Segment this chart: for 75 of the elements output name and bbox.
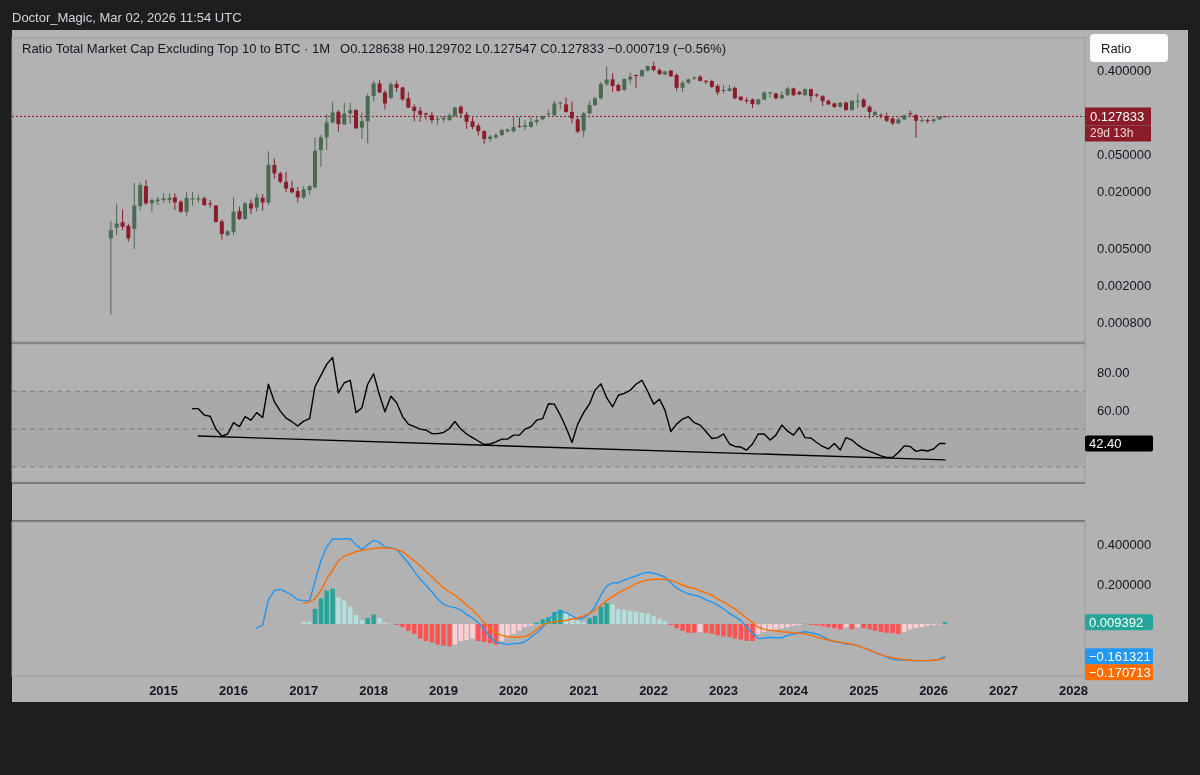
- candlestick: [330, 101, 335, 124]
- bar: [855, 624, 860, 628]
- candlestick: [348, 102, 353, 125]
- candlestick: [528, 116, 533, 129]
- y-tick-label: 80.00: [1097, 364, 1130, 380]
- chart-subtitle: O0.128638 H0.129702 L0.127547 C0.127833 −0.000719 (−0.56%): [340, 40, 727, 56]
- y-tick-label: 0.050000: [1097, 147, 1152, 163]
- bar: [417, 624, 423, 639]
- x-tick-label: 2017: [289, 682, 319, 698]
- candlestick: [768, 91, 773, 98]
- candlestick: [382, 89, 387, 110]
- candlestick: [219, 218, 224, 241]
- y-tick-label: 0.200000: [1097, 576, 1152, 592]
- candlestick: [371, 80, 376, 103]
- candlestick: [172, 192, 177, 211]
- bar: [359, 620, 365, 624]
- candlestick: [808, 87, 813, 103]
- x-tick-label: 2019: [429, 682, 459, 698]
- candlestick: [703, 79, 708, 85]
- x-tick-label: 2021: [569, 682, 599, 698]
- x-tick-label: 2016: [219, 682, 248, 698]
- candlestick: [114, 202, 119, 236]
- candlestick: [359, 111, 364, 140]
- y-tick-label: 0.400000: [1097, 62, 1152, 78]
- y-tick-label: 0.000800: [1097, 315, 1152, 331]
- text: −0.170713: [1089, 664, 1151, 680]
- x-tick-label: 2018: [359, 682, 389, 698]
- text: 0.009392: [1089, 614, 1144, 630]
- x-tick-label: 2020: [499, 682, 528, 698]
- text: Ratio: [1101, 40, 1132, 56]
- candlestick: [564, 96, 569, 114]
- candlestick: [243, 201, 248, 221]
- x-tick-label: 2027: [989, 682, 1019, 698]
- text: 42.40: [1089, 435, 1122, 451]
- candlestick: [604, 65, 609, 87]
- text: Doctor_Magic, Mar 02, 2026 11:54 UTC: [12, 9, 242, 25]
- candlestick: [523, 119, 528, 131]
- text: 29d 13h: [1090, 126, 1134, 141]
- line-series: [191, 356, 946, 459]
- candlestick: [108, 220, 113, 316]
- x-tick-label: 2023: [709, 682, 739, 698]
- candlestick: [878, 112, 883, 119]
- text: −0.161321: [1089, 648, 1151, 664]
- candlestick: [324, 113, 329, 151]
- candlestick: [138, 182, 143, 211]
- candlestick: [855, 92, 860, 109]
- candlestick: [272, 158, 277, 179]
- candlestick: [143, 179, 148, 206]
- candlestick: [517, 116, 522, 129]
- y-tick-label: 0.400000: [1097, 536, 1152, 552]
- candlestick: [919, 116, 924, 124]
- y-tick-label: 0.020000: [1097, 184, 1152, 200]
- candlestick: [254, 192, 259, 213]
- ref-line-label: 0.127833: [1090, 108, 1145, 124]
- y-tick-label: 0.005000: [1097, 240, 1152, 256]
- candlestick: [342, 102, 347, 126]
- x-tick-label: 2028: [1059, 682, 1088, 698]
- x-tick-label: 2022: [639, 682, 669, 698]
- candlestick: [581, 111, 586, 138]
- y-tick-label: 60.00: [1097, 402, 1130, 418]
- bar: [452, 624, 458, 645]
- x-tick-label: 2015: [149, 682, 179, 698]
- y-tick-label: 0.002000: [1097, 278, 1152, 294]
- candlestick: [633, 73, 638, 89]
- bar: [697, 624, 703, 632]
- candlestick: [318, 134, 323, 168]
- candlestick: [132, 182, 137, 250]
- bar: [703, 624, 709, 633]
- x-tick-label: 2024: [779, 682, 809, 698]
- candlestick: [248, 199, 253, 215]
- candlestick: [184, 191, 189, 217]
- x-tick-label: 2026: [919, 682, 949, 698]
- candlestick: [231, 196, 236, 236]
- x-tick-label: 2025: [849, 682, 879, 698]
- chart-title: Ratio Total Market Cap Excluding Top 10 to BTC · 1M: [22, 40, 331, 56]
